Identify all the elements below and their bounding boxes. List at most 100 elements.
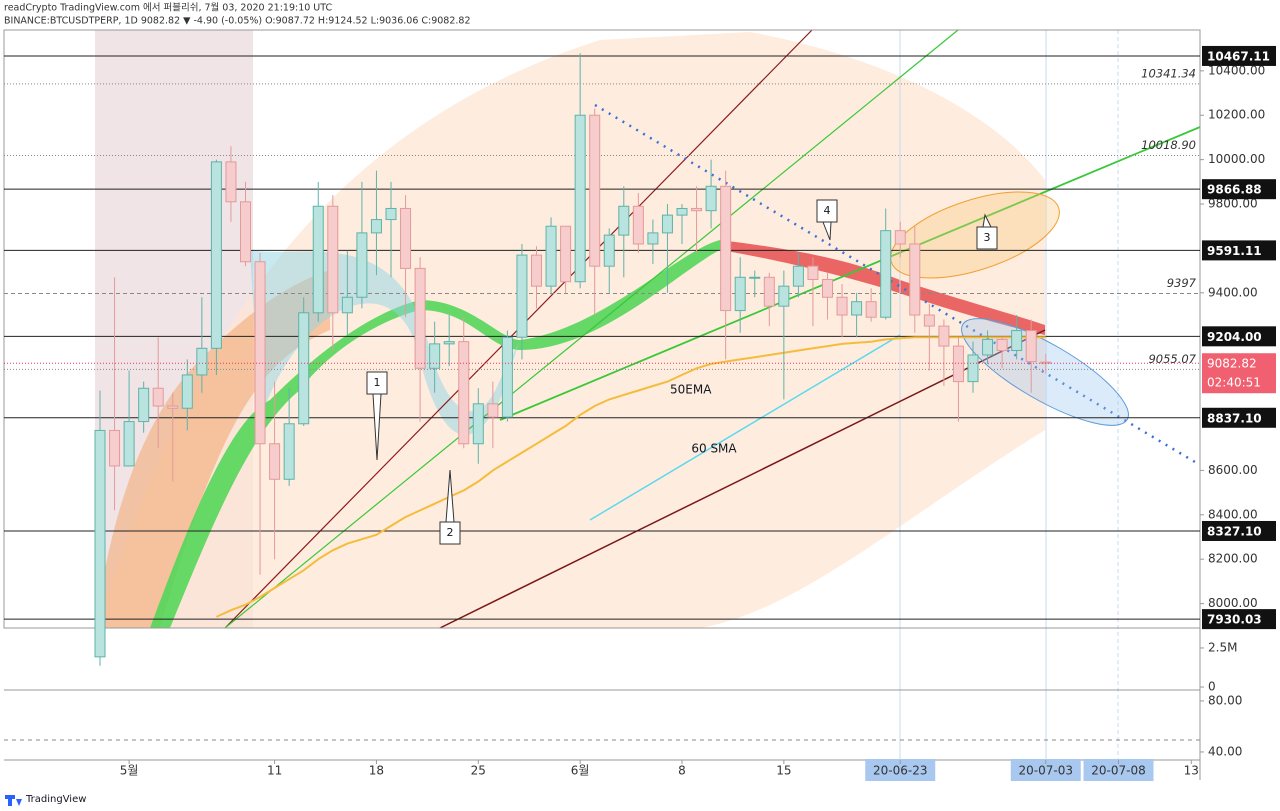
panel-tick-label: 0 xyxy=(1208,680,1216,694)
candle-body xyxy=(836,296,848,316)
level-box xyxy=(1202,179,1276,200)
candle-body xyxy=(734,276,746,312)
last-price-label: 9082.82 xyxy=(1207,357,1257,371)
candle-body xyxy=(516,254,528,338)
candle-body xyxy=(210,161,222,349)
x-tick-label: 25 xyxy=(471,764,486,778)
note-label: 9055.07 xyxy=(1148,352,1196,366)
candle-body xyxy=(152,387,164,407)
candle-body xyxy=(283,423,295,480)
level-label: 7930.03 xyxy=(1207,613,1262,627)
y-tick-label: 8200.00 xyxy=(1208,552,1258,566)
level-box xyxy=(1202,609,1276,630)
x-tick-label: 5월 xyxy=(120,764,139,778)
panel-tick-label: 2.5M xyxy=(1208,640,1237,654)
level-label: 9866.88 xyxy=(1207,183,1262,197)
x-tick-label: 20-06-23 xyxy=(873,764,927,778)
candle-body xyxy=(531,254,542,287)
candle-body xyxy=(865,301,877,318)
level-box xyxy=(1202,407,1276,428)
candle-body xyxy=(749,276,761,279)
callout xyxy=(976,213,998,250)
candle-body xyxy=(763,276,775,307)
x-tick-highlight xyxy=(1010,759,1081,781)
candle-body xyxy=(312,205,324,314)
x-tick-label: 15 xyxy=(776,764,791,778)
level-box xyxy=(1202,520,1276,541)
y-tick-label: 9400.00 xyxy=(1208,285,1258,299)
candle-body xyxy=(1011,330,1023,352)
candle-body xyxy=(385,207,397,221)
candle-body xyxy=(996,338,1008,352)
candle-body xyxy=(603,234,615,267)
callout xyxy=(816,199,838,241)
candle-body xyxy=(909,243,921,316)
candle-body xyxy=(400,207,412,269)
candle-body xyxy=(720,185,732,312)
candle-body xyxy=(661,214,673,234)
countdown: 02:40:51 xyxy=(1207,376,1261,390)
annotation: 60 SMA xyxy=(691,442,737,456)
x-tick-label: 13 xyxy=(1184,764,1199,778)
x-tick-label: 11 xyxy=(267,764,282,778)
candle-body xyxy=(123,421,135,467)
candle-body xyxy=(691,207,703,212)
candle-body xyxy=(792,265,804,287)
note-label: 10018.90 xyxy=(1141,138,1196,152)
candle-body xyxy=(952,345,964,383)
note-label: 10341.34 xyxy=(1141,66,1196,80)
candle-body xyxy=(414,267,426,369)
y-tick-label: 8600.00 xyxy=(1208,463,1258,477)
level-label: 9591.11 xyxy=(1207,244,1262,258)
candle-body xyxy=(1025,330,1037,363)
note-label: 9397 xyxy=(1167,276,1197,290)
candle-body xyxy=(196,347,208,376)
brand: TradingView xyxy=(25,794,86,805)
candle-body xyxy=(851,301,863,316)
candle-body xyxy=(894,230,906,245)
candle-body xyxy=(109,429,121,467)
x-tick-label: 20-07-03 xyxy=(1019,764,1073,778)
brand-logo xyxy=(5,795,22,806)
y-tick-label: 10200.00 xyxy=(1208,108,1265,122)
level-box xyxy=(1202,326,1276,347)
candle-body xyxy=(327,205,339,314)
candle-body xyxy=(487,403,499,418)
candle-body xyxy=(967,354,979,383)
candle-body xyxy=(574,114,586,283)
candle-body xyxy=(443,341,455,345)
annotation: 1 xyxy=(374,376,381,389)
callout xyxy=(366,371,388,461)
last-price-box xyxy=(1202,353,1276,394)
level-label: 8327.10 xyxy=(1207,524,1262,538)
candle-body xyxy=(472,403,484,445)
candle-body xyxy=(632,205,644,245)
candle-body xyxy=(269,443,281,480)
candle-body xyxy=(807,265,819,280)
annotation: 2 xyxy=(447,526,454,539)
candle-body xyxy=(880,230,892,318)
x-tick-label: 6월 xyxy=(571,764,590,778)
candle-body xyxy=(138,387,150,423)
panel-tick-label: 40.00 xyxy=(1208,744,1242,758)
y-tick-label: 9800.00 xyxy=(1208,197,1258,211)
candle-body xyxy=(778,285,790,307)
y-tick-label: 8400.00 xyxy=(1208,507,1258,521)
ma-label: 50EMA xyxy=(670,383,712,397)
candle-body xyxy=(705,185,717,212)
y-tick-label: 10400.00 xyxy=(1208,63,1265,77)
header-title: readCrypto TradingView.com 에서 퍼블리쉬, 7월 0… xyxy=(4,2,333,14)
decor xyxy=(95,30,1045,628)
candle-body xyxy=(982,338,994,356)
candle-body xyxy=(429,343,441,369)
x-tick-label: 18 xyxy=(369,764,384,778)
candle-body xyxy=(94,429,106,658)
level-label: 8837.10 xyxy=(1207,411,1262,425)
candle-body xyxy=(618,205,630,236)
level-box xyxy=(1202,240,1276,261)
candle-body xyxy=(240,201,251,263)
x-tick-highlight xyxy=(865,759,936,781)
level-label: 10467.11 xyxy=(1207,49,1270,63)
candle-body xyxy=(923,314,935,327)
